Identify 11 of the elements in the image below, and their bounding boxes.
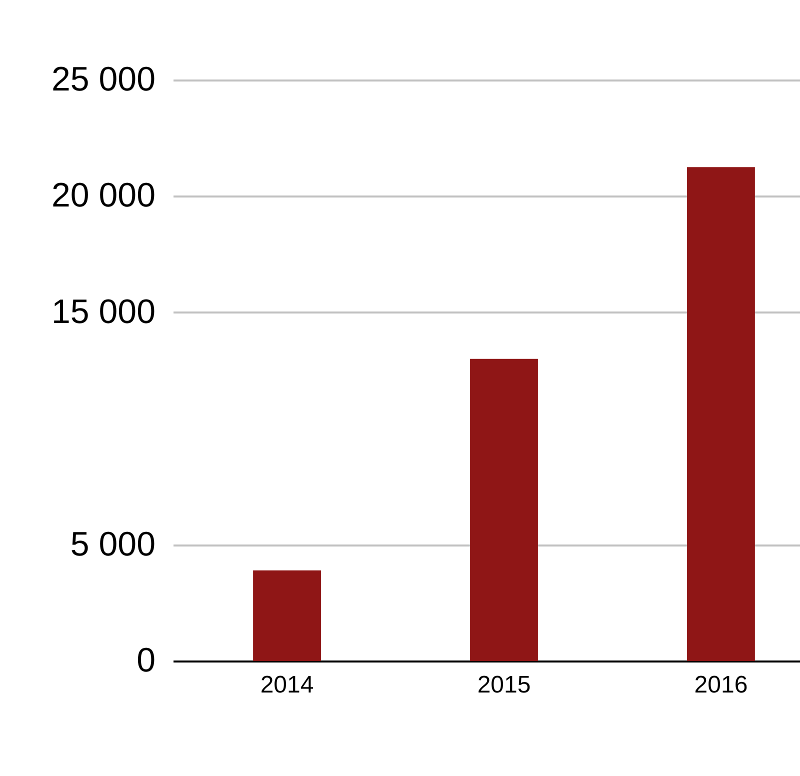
y-tick-label: 5 000 xyxy=(70,525,156,564)
x-tick-label: 2015 xyxy=(477,672,531,698)
bar xyxy=(253,570,321,661)
bar xyxy=(470,358,538,661)
x-tick-label: 2016 xyxy=(694,672,748,698)
y-tick-label: 0 xyxy=(136,642,156,680)
y-tick-label: 20 000 xyxy=(52,176,156,215)
x-tick-label: 2014 xyxy=(260,672,314,698)
bar xyxy=(687,167,755,661)
y-tick-label: 25 000 xyxy=(52,60,156,98)
y-tick-label: 15 000 xyxy=(52,292,156,331)
